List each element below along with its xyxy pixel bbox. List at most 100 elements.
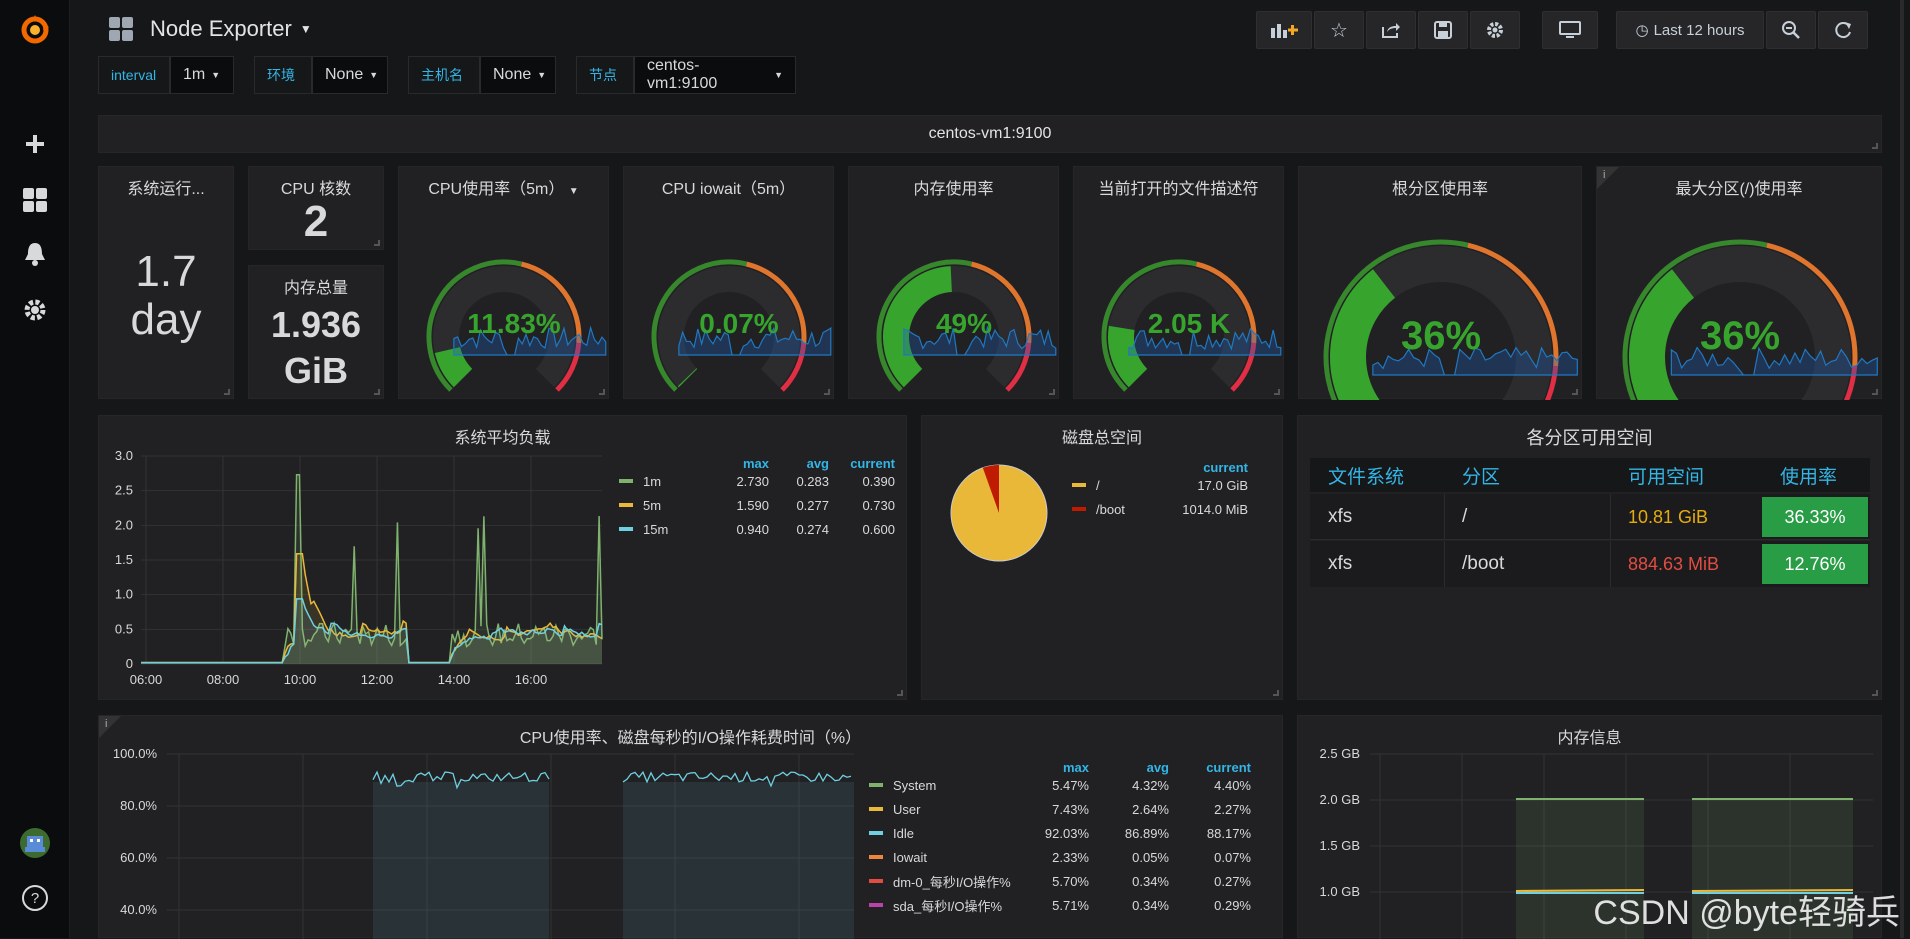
resize-handle[interactable]	[224, 389, 230, 395]
scrollbar[interactable]	[1900, 0, 1904, 938]
legend-swatch	[1072, 507, 1086, 511]
column-header-avail[interactable]: 可用空间	[1628, 458, 1704, 492]
legend-item[interactable]: 1m 2.730 0.283 0.390	[619, 470, 899, 492]
variable-select-env[interactable]: None▼	[312, 56, 388, 94]
watermark-text: CSDN @byte轻骑兵	[1593, 885, 1900, 934]
legend-header-avg: avg	[1099, 760, 1169, 775]
gauge-cpu-iowait: 0.07%	[624, 167, 835, 400]
caret-down-icon: ▼	[211, 70, 220, 80]
legend-item[interactable]: /boot 1014.0 MiB	[1072, 498, 1272, 520]
resize-handle[interactable]	[1872, 690, 1878, 696]
star-button[interactable]: ☆	[1314, 11, 1364, 49]
legend-max: 5.70%	[1019, 874, 1089, 889]
avatar[interactable]	[17, 825, 53, 861]
variable-select-node[interactable]: centos-vm1:9100▼	[634, 56, 796, 94]
gauge-value-arc	[1348, 284, 1384, 400]
bell-icon[interactable]	[17, 236, 53, 272]
row-title: centos-vm1:9100	[99, 125, 1881, 143]
column-header-mount[interactable]: 分区	[1462, 458, 1500, 492]
dashboards-icon[interactable]	[17, 182, 53, 218]
row-header[interactable]: centos-vm1:9100	[98, 115, 1882, 153]
save-button[interactable]	[1418, 11, 1468, 49]
legend-name: /	[1096, 478, 1100, 493]
y-tick-label: 40.0%	[120, 902, 157, 917]
legend-current: 0.07%	[1169, 850, 1251, 865]
legend-max: 92.03%	[1019, 826, 1089, 841]
dashboard-title-dropdown[interactable]: Node Exporter ▼	[150, 16, 312, 42]
panel-mem-usage: 内存使用率 49%	[848, 166, 1059, 399]
disk-pie-chart[interactable]	[944, 458, 1054, 568]
variable-select-hostname[interactable]: None▼	[480, 56, 556, 94]
legend-table: max avg current 1m 2.730 0.283 0.390 5m …	[619, 456, 899, 556]
grafana-logo-icon[interactable]	[17, 12, 53, 48]
panel-title: 内存总量	[249, 274, 383, 298]
legend-header-current: current	[1169, 760, 1251, 775]
resize-handle[interactable]	[1274, 389, 1280, 395]
legend-item[interactable]: sda_每秒I/O操作% 5.71% 0.34% 0.29%	[869, 894, 1269, 916]
column-divider	[1444, 541, 1445, 587]
x-tick-label: 06:00	[130, 672, 163, 687]
legend-name: User	[893, 802, 920, 817]
settings-button[interactable]	[1470, 11, 1520, 49]
add-panel-button[interactable]	[1256, 11, 1312, 49]
resize-handle[interactable]	[599, 389, 605, 395]
resize-handle[interactable]	[1049, 389, 1055, 395]
legend-item[interactable]: 15m 0.940 0.274 0.600	[619, 518, 899, 540]
resize-handle[interactable]	[1872, 143, 1878, 149]
gauge-cpu-usage: 11.83%	[399, 167, 610, 400]
legend-max: 7.43%	[1019, 802, 1089, 817]
panel-cpu-cores: CPU 核数 2	[248, 166, 384, 250]
legend-item[interactable]: dm-0_每秒I/O操作% 5.70% 0.34% 0.27%	[869, 870, 1269, 892]
gauge-value: 36%	[1401, 314, 1481, 358]
dashboards-icon[interactable]	[108, 16, 134, 47]
variable-select-interval[interactable]: 1m▼	[170, 56, 234, 94]
legend-max: 0.940	[719, 522, 769, 537]
gauge-value-arc	[1647, 284, 1683, 400]
add-icon[interactable]	[17, 126, 53, 162]
legend-item[interactable]: User 7.43% 2.64% 2.27%	[869, 798, 1269, 820]
help-icon[interactable]: ?	[17, 880, 53, 916]
time-range-label: Last 12 hours	[1654, 22, 1745, 39]
legend-swatch	[869, 855, 883, 859]
resize-handle[interactable]	[897, 690, 903, 696]
y-tick-label: 2.0 GB	[1320, 792, 1360, 807]
variable-label-node: 节点	[576, 56, 634, 94]
panel-file-descriptors: 当前打开的文件描述符 2.05 K	[1073, 166, 1284, 399]
legend-header-max: max	[1019, 760, 1089, 775]
tv-mode-button[interactable]	[1542, 11, 1598, 49]
column-header-usage[interactable]: 使用率	[1780, 458, 1837, 492]
zoom-out-icon	[1781, 20, 1801, 40]
legend-avg: 0.34%	[1099, 874, 1169, 889]
resize-handle[interactable]	[1273, 690, 1279, 696]
legend-max: 1.590	[719, 498, 769, 513]
legend-item[interactable]: Iowait 2.33% 0.05% 0.07%	[869, 846, 1269, 868]
refresh-button[interactable]	[1818, 11, 1868, 49]
gear-icon[interactable]	[17, 292, 53, 328]
legend-item[interactable]: 5m 1.590 0.277 0.730	[619, 494, 899, 516]
cpu-io-graph[interactable]: 100.0%80.0%60.0%40.0%	[99, 744, 859, 939]
gear-icon	[1485, 20, 1505, 40]
legend-current: 1014.0 MiB	[1182, 502, 1248, 517]
legend-item[interactable]: Idle 92.03% 86.89% 88.17%	[869, 822, 1269, 844]
table-row: xfs / 10.81 GiB 36.33%	[1310, 494, 1870, 540]
legend-item[interactable]: / 17.0 GiB	[1072, 474, 1272, 496]
legend-avg: 4.32%	[1099, 778, 1169, 793]
zoom-out-button[interactable]	[1766, 11, 1816, 49]
legend-name: Iowait	[893, 850, 927, 865]
resize-handle[interactable]	[374, 389, 380, 395]
legend-item[interactable]: System 5.47% 4.32% 4.40%	[869, 774, 1269, 796]
resize-handle[interactable]	[1572, 389, 1578, 395]
column-header-fs[interactable]: 文件系统	[1328, 458, 1404, 492]
share-button[interactable]	[1366, 11, 1416, 49]
time-range-picker[interactable]: ◷ Last 12 hours	[1616, 11, 1764, 49]
panel-title: 各分区可用空间	[1298, 424, 1881, 450]
y-tick-label: 80.0%	[120, 798, 157, 813]
y-tick-label: 1.0	[115, 587, 133, 602]
x-tick-label: 10:00	[284, 672, 317, 687]
resize-handle[interactable]	[1872, 389, 1878, 395]
resize-handle[interactable]	[824, 389, 830, 395]
resize-handle[interactable]	[374, 240, 380, 246]
legend-avg: 0.283	[779, 474, 829, 489]
legend-header-max: max	[719, 456, 769, 471]
